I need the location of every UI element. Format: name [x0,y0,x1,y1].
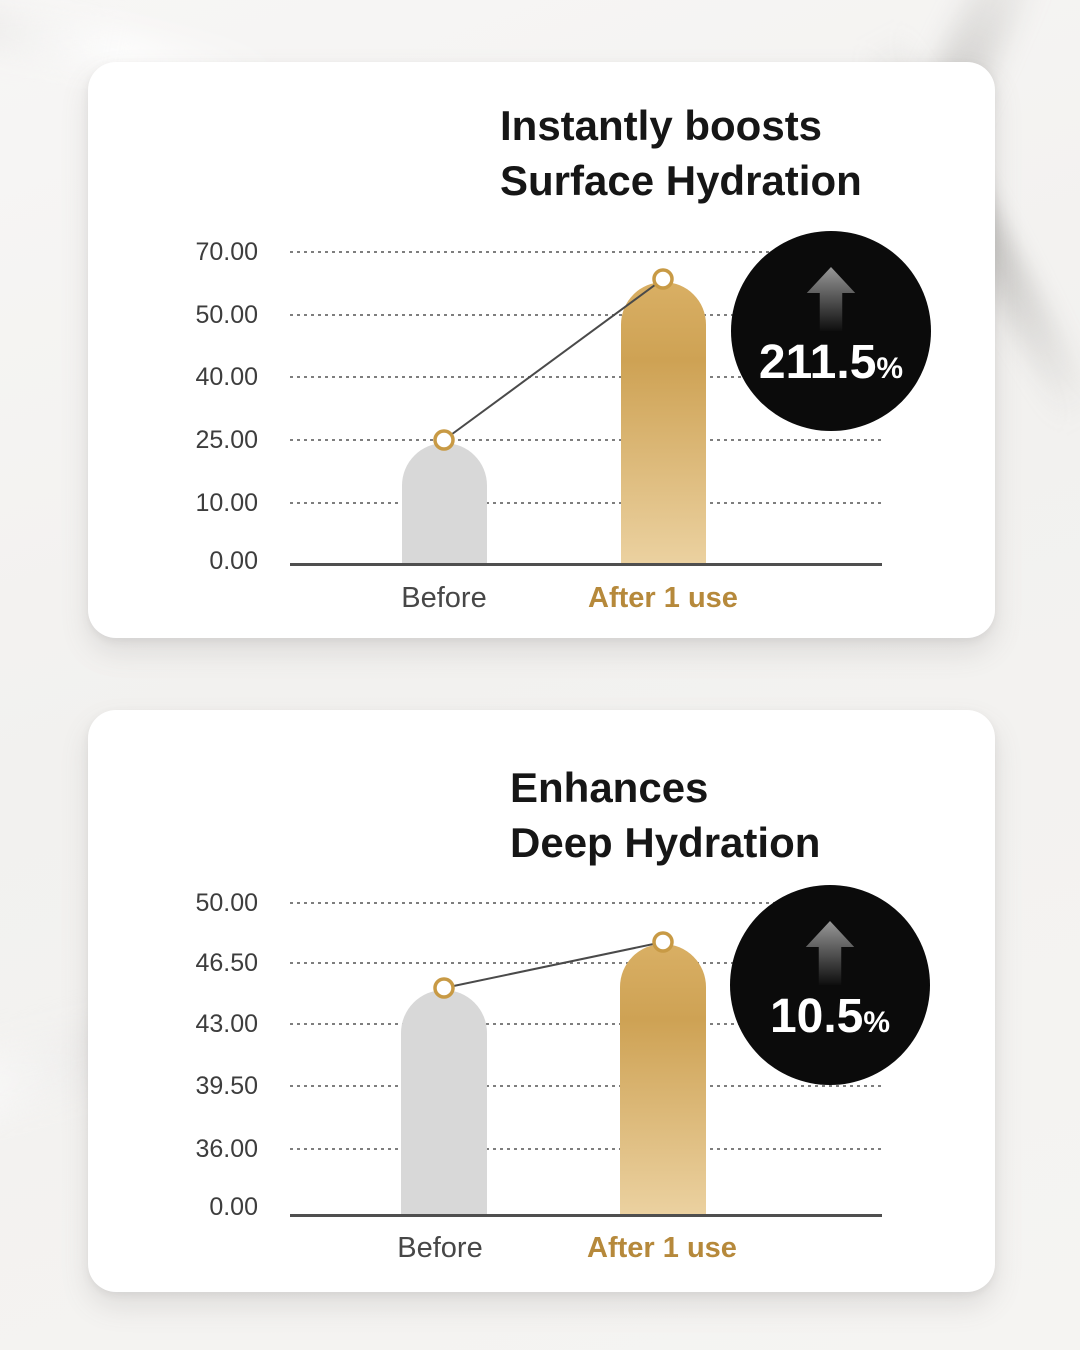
gridline [290,902,882,904]
trend-connector-layer [433,931,674,999]
trend-line [443,941,664,989]
gridline [290,1023,882,1025]
card-title: Instantly boosts Surface Hydration [500,98,862,208]
x-axis-label-after-1-use: After 1 use [588,582,738,614]
increase-value: 10.5% [770,993,890,1041]
gridline [290,251,882,253]
data-point-marker [433,977,455,999]
arrow-up-icon [806,267,856,331]
y-axis-tick-label: 10.00 [195,489,258,517]
bar-before [402,443,487,563]
percent-badge-label: 211.5% [181,111,449,200]
deep-hydration-chart: 50.00 46.50 43.00 39.50 36.00 0.00 10.5% Before… [88,710,995,1292]
y-axis-tick-label: 43.00 [195,1010,258,1038]
deep-hydration-card: 10.5% Enhances Deep Hydration 50.00 46.50… [88,710,995,1292]
bar-before [401,990,487,1214]
y-axis-tick-label: 50.00 [195,301,258,329]
bar-after-1-use [621,282,706,563]
trend-connector-layer [433,268,674,451]
percent-badge: 211.5% [163,105,467,207]
surface-hydration-chart: 70.00 50.00 40.00 25.00 10.00 0.00 211.5% Befor… [88,62,995,638]
gridline [290,376,882,378]
x-axis-line [290,563,882,566]
y-axis-tick-label: 46.50 [195,949,258,977]
x-axis-label-before: Before [397,1232,483,1264]
increase-number: 10.5 [769,990,864,1043]
gridline [290,314,882,316]
data-point-marker [652,931,674,953]
card-title: Enhances Deep Hydration [510,760,820,870]
increase-stat-badge: 10.5% [730,885,930,1085]
y-axis-tick-label: 40.00 [195,363,258,391]
gridline [290,1085,882,1087]
card-title-line: Surface Hydration [500,157,862,204]
increase-value: 211.5% [759,339,903,387]
card-title-line: Deep Hydration [510,819,821,866]
data-point-marker [433,429,455,451]
gridline [290,439,882,441]
percent-badge: 10.5% [207,755,483,858]
percent-sign: % [876,352,904,385]
gridline [290,502,882,504]
x-axis-line [290,1214,882,1217]
percent-sign: % [863,1006,891,1039]
surface-hydration-card: 211.5% Instantly boosts Surface Hydratio… [88,62,995,638]
card-title-line: Instantly boosts [500,102,823,149]
y-axis-tick-label: 0.00 [209,1193,258,1221]
x-axis-label-after-1-use: After 1 use [587,1232,737,1264]
y-axis-tick-label: 25.00 [195,426,258,454]
card-title-line: Enhances [510,764,709,811]
gridline [290,1148,882,1150]
data-point-marker [652,268,674,290]
y-axis-tick-label: 39.50 [195,1072,258,1100]
trend-line [443,278,664,441]
gridline [290,962,882,964]
y-axis-tick-label: 0.00 [209,547,258,575]
percent-badge-label: 10.5% [231,761,459,851]
bar-after-1-use [620,944,706,1214]
increase-stat-badge: 211.5% [731,231,931,431]
y-axis-tick-label: 50.00 [195,889,258,917]
increase-number: 211.5 [758,336,877,389]
y-axis-tick-label: 36.00 [195,1135,258,1163]
x-axis-label-before: Before [401,582,487,614]
y-axis-tick-label: 70.00 [195,238,258,266]
arrow-up-icon [805,921,855,985]
